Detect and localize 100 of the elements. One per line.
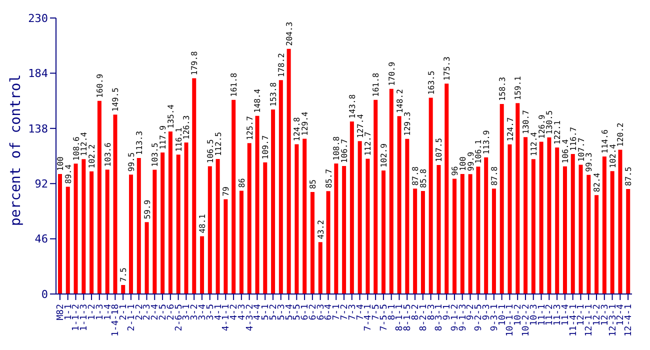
bar [208,166,212,294]
data-label: 107.5 [434,138,444,162]
bar [524,137,528,294]
data-label: 116.7 [568,126,578,151]
data-label: 175.3 [442,56,452,81]
bar [90,171,94,294]
bar [278,80,283,294]
bar [492,188,496,294]
data-label: 99.5 [127,152,136,172]
data-label: 100 [56,156,65,171]
data-label: 143.8 [348,94,357,118]
bar [484,157,488,294]
bar [58,174,62,294]
data-label: 130.7 [522,110,531,134]
data-label: 159.1 [514,76,523,100]
data-label: 124.7 [506,117,515,142]
bar [294,144,299,294]
x-tick-label: 3-5 [206,304,216,320]
data-label: 59.9 [142,200,152,220]
data-label: 148.2 [395,88,404,114]
bar [105,170,110,294]
bar [168,132,172,294]
bar [382,170,386,294]
data-label: 112.4 [529,132,538,156]
x-tick-label: 11-4 [560,304,571,326]
bar [192,78,196,294]
y-tick-label: 0 [41,288,48,301]
data-label: 79 [222,186,231,196]
bar [562,166,567,294]
data-label: 87.8 [411,166,420,186]
data-label: 85.8 [418,168,428,188]
x-tick-label: 1-3 [95,304,106,320]
data-label: 148.4 [253,88,262,113]
data-label: 108.6 [72,136,81,161]
bar [547,137,552,294]
bar [531,159,536,294]
bar [318,242,322,294]
bar [460,174,464,294]
x-tick-label: M82 [56,304,66,320]
data-label: 106.4 [560,139,570,164]
data-label: 109.7 [261,135,270,160]
data-label: 89.4 [64,164,73,184]
y-tick-label: 92 [34,178,48,191]
data-label: 160.9 [95,74,104,98]
data-label: 161.8 [372,72,381,97]
bar [113,114,118,294]
data-label: 106.1 [474,139,484,164]
bar [366,158,370,294]
x-tick-label: 5-3 [276,304,287,320]
bar [74,164,78,294]
bar [389,88,394,294]
bar [255,116,260,294]
data-label: 113.9 [482,130,492,154]
bar [428,98,433,294]
bar [342,166,346,294]
bar [263,162,268,294]
data-label: 127.4 [356,114,365,138]
bar [508,144,512,294]
y-tick-label: 184 [28,67,48,80]
data-label: 170.9 [387,62,396,86]
bar [82,159,86,294]
bar [539,142,544,294]
data-label: 135.4 [166,104,176,129]
data-label: 87.8 [490,166,499,186]
x-tick-label: 12-4-1 [624,304,634,337]
bar [578,164,583,294]
data-label: 130.5 [545,110,554,134]
data-label: 106.7 [340,138,350,163]
data-label: 85.7 [324,168,334,188]
data-label: 112.4 [80,132,89,156]
data-label: 102.4 [608,144,618,168]
bar [326,191,330,294]
data-label: 124.8 [292,116,302,142]
x-tick-label: 7-3 [348,304,358,320]
data-label: 163.5 [426,70,436,95]
bar [144,222,149,294]
bar [500,104,504,294]
bar [602,156,606,294]
bar [129,174,134,294]
bar [452,178,457,294]
data-label: 85 [308,179,318,189]
bar [555,147,560,294]
bar [610,171,614,294]
y-axis-title: percent of control [8,74,24,226]
bar [247,143,252,294]
data-label: 96 [450,166,460,176]
bar [224,199,228,294]
data-label: 126.3 [182,115,192,140]
bar [176,154,180,294]
bar [121,285,126,294]
bar [239,190,244,294]
data-label: 126.9 [537,114,546,139]
bar [271,109,276,294]
bar [358,141,362,294]
data-label: 204.3 [284,22,294,46]
bar [286,48,291,294]
data-label: 87.5 [624,166,634,186]
data-label: 102.9 [380,143,389,168]
data-label: 125.7 [245,116,254,140]
data-label: 120.2 [616,122,626,147]
